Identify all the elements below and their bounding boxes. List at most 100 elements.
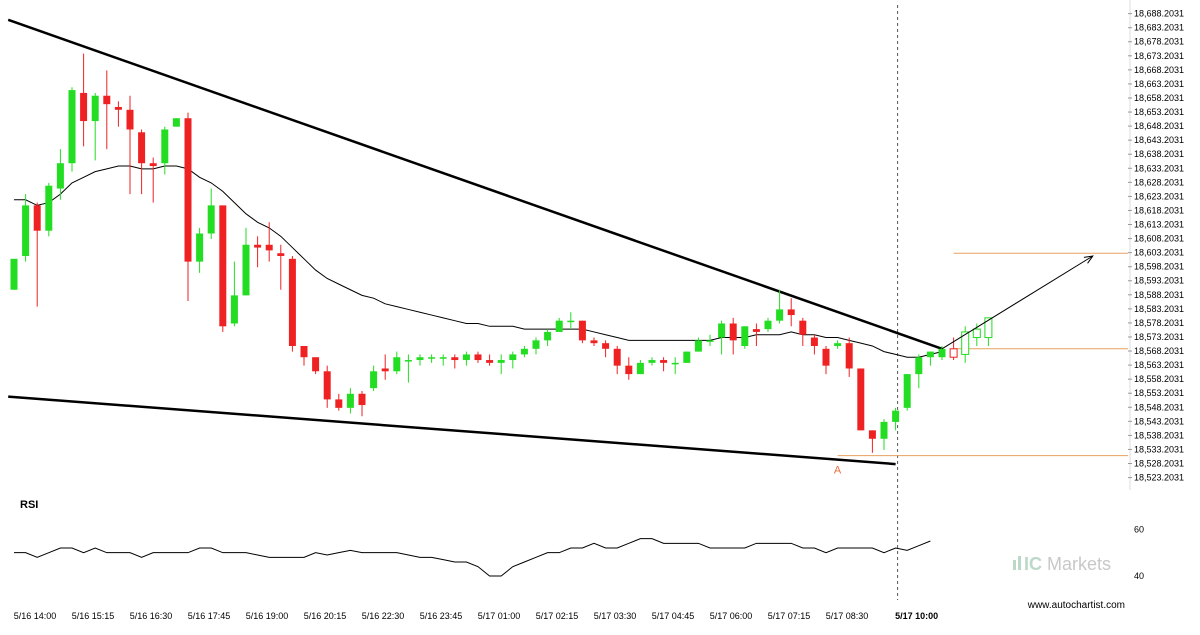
price-tick-label: 18,563.2031: [1134, 360, 1184, 370]
candle-body: [938, 348, 946, 358]
price-tick-label: 18,568.2031: [1134, 346, 1184, 356]
price-tick-label: 18,598.2031: [1134, 262, 1184, 272]
candle-body: [880, 421, 888, 439]
time-tick-label: 5/16 14:00: [14, 611, 57, 621]
price-tick-label: 18,603.2031: [1134, 248, 1184, 258]
candle-body: [22, 205, 30, 257]
price-tick-label: 18,573.2031: [1134, 332, 1184, 342]
candle-body: [91, 95, 99, 122]
candle-body: [404, 360, 412, 362]
candle-body: [80, 92, 88, 122]
price-tick-label: 18,528.2031: [1134, 459, 1184, 469]
candle-body: [926, 351, 934, 358]
price-tick-label: 18,623.2031: [1134, 191, 1184, 201]
candle-body: [834, 343, 842, 346]
brand-markets: Markets: [1047, 554, 1111, 574]
candle-body: [903, 374, 911, 408]
price-tick-label: 18,543.2031: [1134, 416, 1184, 426]
rsi-line: [14, 538, 931, 577]
candle-body: [776, 309, 784, 321]
candle-body: [346, 393, 354, 408]
candle-body: [288, 258, 296, 346]
candle-body: [381, 368, 389, 372]
candle-body: [671, 362, 679, 365]
footer-url[interactable]: www.autochartist.com: [1027, 600, 1125, 611]
candle-body: [219, 205, 227, 327]
projection-candle-body: [972, 328, 981, 339]
price-tick-label: 18,643.2031: [1134, 135, 1184, 145]
candle-body: [56, 163, 64, 189]
candle-body: [810, 337, 818, 346]
candle-body: [103, 95, 111, 105]
price-tick-label: 18,583.2031: [1134, 304, 1184, 314]
price-tick-label: 18,593.2031: [1134, 276, 1184, 286]
candle-body: [625, 365, 633, 375]
candle-body: [207, 205, 215, 234]
price-tick-label: 18,558.2031: [1134, 374, 1184, 384]
time-tick-label: 5/17 03:30: [594, 611, 637, 621]
forecast-arrow-head: [1083, 255, 1094, 264]
price-axis: 18,688.2031 18,683.2031 18,678.2031 18,673.…: [1128, 9, 1184, 483]
candle-body: [613, 348, 621, 366]
candle-body: [126, 109, 134, 130]
price-tick-label: 18,653.2031: [1134, 107, 1184, 117]
candle-body: [648, 360, 656, 363]
candle-body: [393, 357, 401, 372]
candle-body: [509, 354, 517, 361]
price-tick-label: 18,628.2031: [1134, 177, 1184, 187]
time-tick-label: 5/16 17:45: [188, 611, 231, 621]
candle-body: [892, 410, 900, 422]
price-tick-label: 18,678.2031: [1134, 37, 1184, 47]
candle-body: [230, 295, 238, 324]
candle-body: [787, 309, 795, 316]
projection-candle-body: [949, 348, 958, 358]
candles: [10, 53, 946, 453]
time-tick-label: 5/17 02:15: [536, 611, 579, 621]
candle-body: [323, 371, 331, 400]
time-tick-label: 5/16 16:30: [130, 611, 173, 621]
candle-body: [590, 340, 598, 344]
rsi-label: RSI: [20, 499, 38, 511]
candle-body: [161, 129, 169, 164]
candle-body: [184, 118, 192, 262]
pattern-point-label: A: [834, 464, 842, 476]
candle-body: [428, 357, 436, 359]
price-tick-label: 18,633.2031: [1134, 163, 1184, 173]
time-tick-label: 5/16 19:00: [246, 611, 289, 621]
candle-body: [822, 348, 830, 366]
candle-body: [729, 323, 737, 341]
forecast-arrow: [941, 255, 1094, 350]
brand-ic: IC: [1024, 554, 1042, 574]
moving-average-line: [14, 165, 943, 358]
price-tick-label: 18,613.2031: [1134, 220, 1184, 230]
candle-body: [242, 244, 250, 296]
candle-body: [497, 360, 505, 363]
rsi-tick-label: 40: [1134, 571, 1144, 581]
candle-body: [462, 354, 470, 361]
candle-body: [764, 320, 772, 330]
brand-logo: IC Markets: [1013, 554, 1111, 574]
projection-candles: [949, 317, 993, 363]
rsi-tick-label: 60: [1134, 524, 1144, 534]
candle-body: [451, 357, 459, 361]
price-tick-label: 18,668.2031: [1134, 65, 1184, 75]
candle-body: [10, 258, 18, 290]
price-tick-label: 18,688.2031: [1134, 9, 1184, 19]
candle-body: [532, 340, 540, 349]
candle-body: [265, 244, 273, 251]
price-tick-label: 18,538.2031: [1134, 430, 1184, 440]
candle-body: [114, 106, 122, 110]
candle-body: [915, 357, 923, 375]
time-tick-label: 5/17 04:45: [652, 611, 695, 621]
candle-body: [799, 320, 807, 335]
candle-body: [857, 368, 865, 431]
resistance-line: [7, 18, 943, 350]
candle-body: [706, 340, 714, 342]
candle-body: [277, 253, 285, 257]
price-tick-label: 18,683.2031: [1134, 23, 1184, 33]
price-tick-label: 18,648.2031: [1134, 121, 1184, 131]
candle-body: [312, 357, 320, 372]
candle-body: [45, 185, 53, 231]
time-tick-label: 5/16 15:15: [72, 611, 115, 621]
